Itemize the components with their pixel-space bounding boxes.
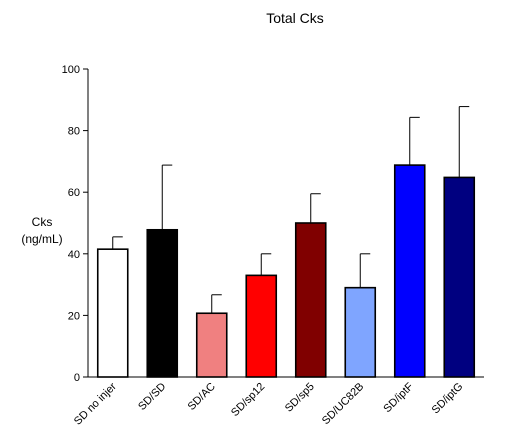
x-tick-label: SD/UC82B <box>320 381 367 428</box>
x-tick-label: SD/iptG <box>430 381 466 417</box>
bar-sd-no-injer <box>96 248 129 378</box>
bar-sd-ac <box>195 312 228 378</box>
bar-sd-iptg <box>443 176 476 378</box>
x-tick-label: SD/SD <box>136 381 168 413</box>
y-tick-label: 0 <box>74 372 80 384</box>
y-tick-label: 40 <box>68 249 80 261</box>
y-axis-label-line-2: (ng/mL) <box>21 232 62 246</box>
bar-sd-sd <box>146 228 179 378</box>
y-tick-label: 80 <box>68 126 80 138</box>
bar-sd-sp5 <box>294 222 327 378</box>
x-tick-label: SD/sp12 <box>229 381 267 419</box>
bar-sd-sp12 <box>245 274 278 378</box>
bar-sd-iptf <box>393 164 426 378</box>
y-axis-label-line-1: Cks <box>32 215 53 229</box>
x-tick-labels: SD no injer SD/SD SD/AC SD/sp12 SD/sp5 SD/UC8… <box>72 380 465 427</box>
y-tick-label: 100 <box>62 64 80 76</box>
x-tick-label: SD/sp5 <box>283 381 317 415</box>
x-tick-label: SD no injer <box>72 380 119 427</box>
x-tick-label: SD/iptF <box>381 380 416 415</box>
chart-title: Total Cks <box>266 10 324 26</box>
bars-group <box>96 106 476 378</box>
y-tick-label: 20 <box>68 310 80 322</box>
y-tick-label: 60 <box>68 187 80 199</box>
x-tick-label: SD/AC <box>186 381 218 413</box>
bar-sd-uc82b <box>344 286 377 378</box>
